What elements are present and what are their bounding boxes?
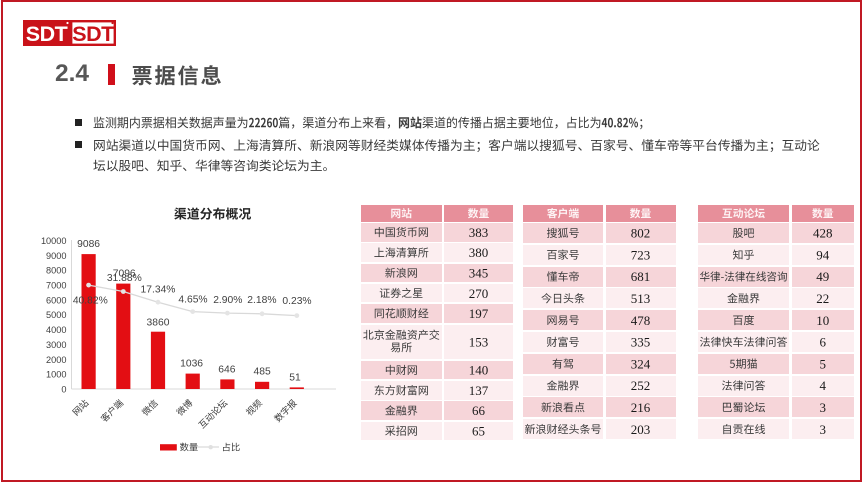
svg-text:6: 6 [820, 335, 827, 350]
svg-text:9086: 9086 [77, 239, 100, 250]
svg-text:94: 94 [816, 247, 830, 262]
svg-text:40.82%: 40.82% [73, 296, 108, 307]
svg-text:513: 513 [631, 291, 651, 306]
svg-text:723: 723 [631, 247, 651, 262]
svg-text:3860: 3860 [147, 318, 170, 329]
svg-text:22: 22 [816, 291, 829, 306]
svg-text:140: 140 [469, 363, 489, 378]
svg-text:485: 485 [254, 366, 271, 377]
svg-text:6000: 6000 [46, 295, 66, 305]
svg-text:324: 324 [631, 356, 651, 371]
svg-text:681: 681 [631, 269, 651, 284]
svg-text:4: 4 [820, 378, 827, 393]
svg-text:8000: 8000 [46, 266, 66, 276]
svg-text:203: 203 [631, 422, 651, 437]
svg-text:4.65%: 4.65% [178, 295, 207, 306]
svg-text:51: 51 [289, 372, 301, 383]
svg-text:345: 345 [469, 266, 489, 281]
svg-text:1036: 1036 [180, 359, 203, 370]
svg-text:5: 5 [820, 356, 827, 371]
svg-text:SDT: SDT [26, 22, 68, 46]
svg-text:10: 10 [816, 313, 829, 328]
svg-text:0: 0 [61, 385, 66, 395]
svg-text:137: 137 [469, 383, 489, 398]
svg-text:17.34%: 17.34% [141, 285, 176, 296]
svg-text:2000: 2000 [46, 355, 66, 365]
svg-text:646: 646 [218, 365, 235, 376]
svg-text:3: 3 [820, 400, 827, 415]
svg-text:802: 802 [631, 226, 651, 241]
svg-text:0.23%: 0.23% [282, 296, 311, 307]
svg-text:2.18%: 2.18% [247, 295, 276, 306]
svg-text:4000: 4000 [46, 325, 66, 335]
svg-text:66: 66 [472, 403, 486, 418]
svg-text:383: 383 [469, 225, 489, 240]
svg-text:10000: 10000 [41, 236, 67, 246]
svg-text:49: 49 [816, 269, 829, 284]
svg-text:153: 153 [469, 335, 489, 350]
svg-text:7096: 7096 [113, 268, 136, 279]
svg-text:380: 380 [469, 245, 489, 260]
svg-text:270: 270 [469, 286, 489, 301]
svg-text:216: 216 [631, 400, 651, 415]
svg-text:197: 197 [469, 306, 489, 321]
svg-text:31.88%: 31.88% [107, 273, 142, 284]
svg-text:3: 3 [820, 422, 827, 437]
svg-text:252: 252 [631, 378, 651, 393]
svg-text:SDT: SDT [72, 22, 114, 46]
svg-text:9000: 9000 [46, 251, 66, 261]
svg-text:3000: 3000 [46, 340, 66, 350]
svg-text:1000: 1000 [46, 370, 66, 380]
svg-text:335: 335 [631, 335, 651, 350]
svg-text:428: 428 [813, 226, 833, 241]
svg-text:7000: 7000 [46, 281, 66, 291]
svg-text:5000: 5000 [46, 310, 66, 320]
svg-text:2.90%: 2.90% [213, 295, 242, 306]
svg-text:65: 65 [472, 424, 485, 439]
svg-text:478: 478 [631, 313, 651, 328]
